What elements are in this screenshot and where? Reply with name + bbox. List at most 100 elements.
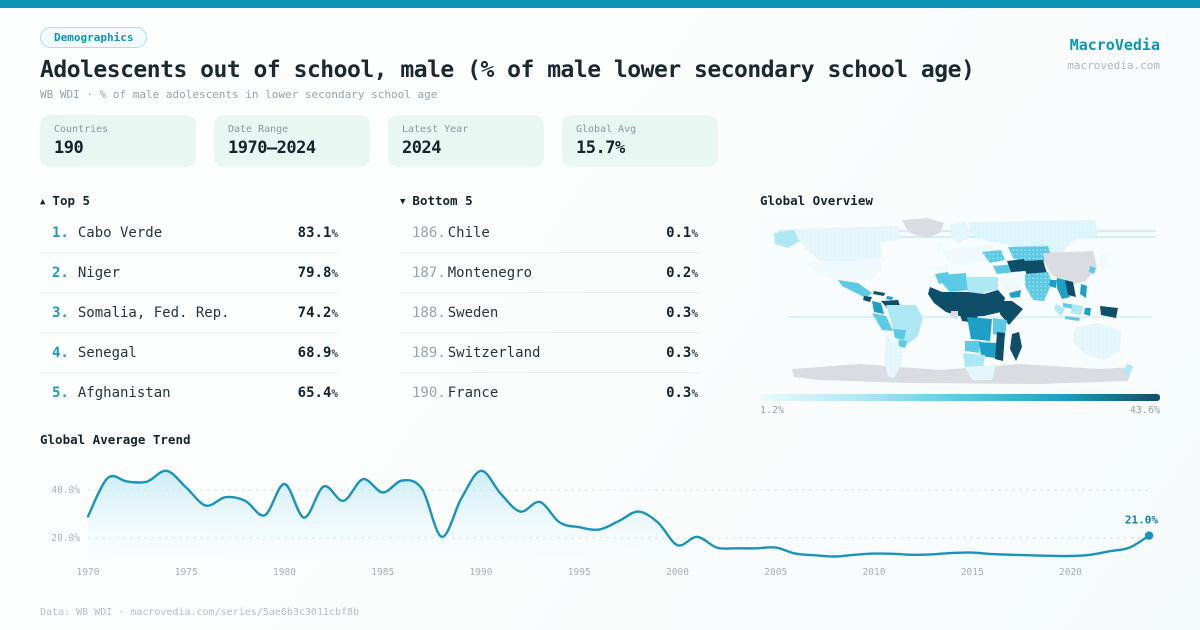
map-title: Global Overview (760, 193, 873, 208)
percent-sign: % (691, 266, 698, 280)
value-number: 0.1 (666, 224, 692, 241)
content: Demographics Adolescents out of school, … (0, 8, 1200, 618)
trend-section: Global Average Trend 40.0% 20.0% 1970 1975 1… (40, 432, 1160, 589)
value-number: 0.3 (666, 385, 692, 401)
stat-label: Latest Year (402, 124, 469, 135)
legend-min-label: 1.2% (760, 405, 785, 416)
trend-title: Global Average Trend (40, 432, 191, 447)
header: Demographics Adolescents out of school, … (40, 26, 1160, 101)
value-number: 0.2 (666, 264, 692, 281)
rank-label: 5. (52, 385, 69, 401)
percent-sign: % (331, 266, 338, 280)
brand-url[interactable]: macrovedia.com (1067, 59, 1160, 72)
list-item: 5. Afghanistan 65.4% (40, 373, 340, 413)
svg-text:2000: 2000 (666, 567, 689, 578)
country-name: Somalia, Fed. Rep. (77, 304, 230, 321)
svg-text:1995: 1995 (568, 567, 591, 578)
country-value: 79.8% (298, 265, 340, 281)
svg-text:1975: 1975 (175, 567, 198, 578)
category-badge: Demographics (40, 27, 148, 48)
rank-label: 2. (52, 264, 69, 281)
value-number: 0.3 (666, 344, 692, 361)
country-value: 0.2% (666, 265, 700, 281)
stat-card-global-avg: Global Avg 15.7% (562, 115, 718, 167)
stat-label: Countries (54, 124, 109, 135)
svg-text:1985: 1985 (371, 567, 394, 578)
stats-row: Countries 190 Date Range 1970–2024 Lates… (40, 115, 1160, 167)
stat-card-latest-year: Latest Year 2024 (388, 115, 544, 167)
rank-label: 187. (412, 264, 446, 281)
stat-value: 2024 (402, 138, 441, 158)
map-legend-gradient (760, 394, 1160, 401)
country-name: Montenegro (447, 264, 533, 281)
stat-value: 15.7% (576, 138, 625, 158)
stat-value: 190 (54, 138, 84, 158)
value-number: 83.1 (297, 224, 332, 241)
svg-text:21.0%: 21.0% (1125, 514, 1158, 527)
legend-max-label: 43.6% (1129, 405, 1160, 416)
continent-oceania (1073, 323, 1133, 377)
bottom5-title: Bottom 5 (412, 193, 473, 208)
rank-label: 186. (412, 224, 446, 241)
triangle-down-icon: ▼ (400, 197, 406, 207)
rank-label: 188. (412, 304, 446, 321)
bottom5-header: ▼ Bottom 5 (400, 193, 700, 208)
list-item: 3. Somalia, Fed. Rep. 74.2% (40, 293, 340, 333)
top5-section: ▲ Top 5 1. Cabo Verde 83.1% 2. Niger 79.8… (40, 193, 340, 416)
percent-sign: % (691, 306, 698, 320)
main-row: ▲ Top 5 1. Cabo Verde 83.1% 2. Niger 79.8… (40, 193, 1160, 416)
list-item: 2. Niger 79.8% (40, 253, 340, 293)
percent-sign: % (691, 346, 698, 360)
map-section: Global Overview (760, 193, 1160, 416)
continent-south-america (872, 300, 923, 378)
svg-text:1970: 1970 (77, 567, 100, 578)
continent-antarctica (792, 364, 1132, 384)
svg-text:2010: 2010 (863, 567, 886, 578)
map-legend-labels: 1.2% 43.6% (760, 405, 1160, 416)
list-item: 190. France 0.3% (400, 373, 700, 413)
value-number: 68.9 (297, 344, 332, 361)
value-number: 79.8 (297, 264, 332, 281)
list-item: 189. Switzerland 0.3% (400, 333, 700, 373)
svg-text:2020: 2020 (1059, 567, 1082, 578)
rank-label: 189. (412, 344, 446, 361)
bottom5-section: ▼ Bottom 5 186. Chile 0.1% 187. Montenegr… (400, 193, 700, 416)
top5-title: Top 5 (52, 193, 91, 208)
stat-value: 1970–2024 (228, 138, 316, 158)
list-item: 187. Montenegro 0.2% (400, 253, 700, 293)
list-item: 4. Senegal 68.9% (40, 333, 340, 373)
rank-label: 190. (412, 385, 446, 401)
continent-asia (968, 220, 1118, 321)
country-value: 74.2% (298, 305, 340, 321)
country-name: Sweden (447, 304, 499, 321)
percent-sign: % (331, 306, 338, 320)
country-name: Senegal (77, 344, 137, 361)
top5-header: ▲ Top 5 (40, 193, 340, 208)
continent-africa (928, 272, 1023, 380)
page-title: Adolescents out of school, male (% of ma… (40, 57, 975, 83)
country-name: Niger (77, 264, 121, 281)
stat-card-date-range: Date Range 1970–2024 (214, 115, 370, 167)
country-value: 0.1% (666, 225, 700, 241)
percent-sign: % (331, 226, 338, 240)
page-subtitle: WB WDI · % of male adolescents in lower … (40, 88, 438, 101)
value-number: 65.4 (297, 385, 332, 401)
svg-text:1990: 1990 (470, 567, 493, 578)
svg-text:20.0%: 20.0% (51, 533, 80, 544)
list-item: 1. Cabo Verde 83.1% (40, 213, 340, 253)
value-number: 0.3 (666, 304, 692, 321)
value-number: 74.2 (297, 304, 332, 321)
country-name: Switzerland (447, 344, 541, 361)
percent-sign: % (691, 226, 698, 240)
rank-label: 4. (52, 344, 69, 361)
country-name: Afghanistan (77, 385, 171, 401)
country-value: 0.3% (666, 385, 700, 401)
svg-text:1980: 1980 (273, 567, 296, 578)
country-name: Chile (447, 224, 490, 241)
stat-label: Global Avg (576, 124, 637, 135)
percent-sign: % (331, 346, 338, 360)
svg-text:2015: 2015 (961, 567, 984, 578)
list-item: 186. Chile 0.1% (400, 213, 700, 253)
country-value: 83.1% (298, 225, 340, 241)
brand-name: MacroVedia (1069, 36, 1160, 54)
